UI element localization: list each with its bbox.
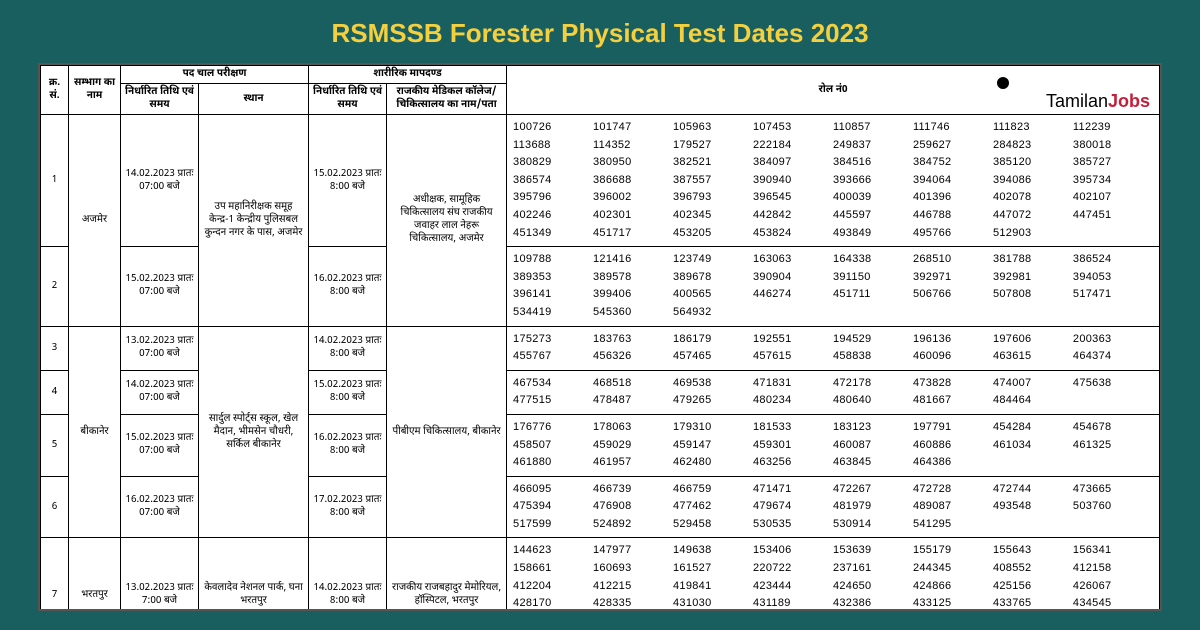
th-date1: निर्धारित तिथि एवं समय	[121, 84, 199, 115]
cell-roll: 1097881214161237491630631643382685103817…	[507, 247, 1160, 326]
cell-date2: 15.02.2023 प्रातः 8:00 बजे	[309, 115, 387, 247]
cell-place2: राजकीय राजबहादुर मेमोरियल, हॉस्पिटल, भरत…	[387, 538, 507, 611]
cell-zone: अजमेर	[69, 115, 121, 327]
th-zone: सम्भाग का नाम	[69, 66, 121, 115]
table-body: 1अजमेर14.02.2023 प्रातः 07:00 बजेउप महान…	[41, 115, 1160, 612]
th-physical: शारीरिक मापदण्ड	[309, 66, 507, 84]
cell-zone: बीकानेर	[69, 326, 121, 538]
cell-place2: अधीक्षक, सामूहिक चिकित्सालय संघ राजकीय ज…	[387, 115, 507, 327]
page-title: RSMSSB Forester Physical Test Dates 2023	[0, 0, 1200, 63]
cell-no: 2	[41, 247, 69, 326]
th-no: क्र. सं.	[41, 66, 69, 115]
cell-roll: 1752731837631861791925511945291961361976…	[507, 326, 1160, 370]
cell-date1: 14.02.2023 प्रातः 07:00 बजे	[121, 115, 199, 247]
cell-no: 4	[41, 370, 69, 414]
cell-date1: 13.02.2023 प्रातः 7:00 बजे	[121, 538, 199, 611]
cell-date2: 14.02.2023 प्रातः 8:00 बजे	[309, 538, 387, 611]
cell-no: 1	[41, 115, 69, 247]
cell-place1: केवलादेव नेशनल पार्क, घना भरतपुर	[199, 538, 309, 611]
th-place1: स्थान	[199, 84, 309, 115]
cell-date1: 15.02.2023 प्रातः 07:00 बजे	[121, 247, 199, 326]
table-row: 7भरतपुर13.02.2023 प्रातः 7:00 बजेकेवलादे…	[41, 538, 1160, 611]
cell-no: 6	[41, 476, 69, 538]
cell-place2: पीबीएम चिकित्सालय, बीकानेर	[387, 326, 507, 538]
cell-date2: 14.02.2023 प्रातः 8:00 बजे	[309, 326, 387, 370]
cell-roll: 1446231479771496381534061536391551791556…	[507, 538, 1160, 611]
cell-no: 7	[41, 538, 69, 611]
cell-date1: 16.02.2023 प्रातः 07:00 बजे	[121, 476, 199, 538]
cell-no: 5	[41, 414, 69, 476]
cell-zone: भरतपुर	[69, 538, 121, 611]
watermark: TamilanJobs	[1046, 91, 1150, 112]
cell-date1: 13.02.2023 प्रातः 07:00 बजे	[121, 326, 199, 370]
cell-date2: 17.02.2023 प्रातः 8:00 बजे	[309, 476, 387, 538]
cell-roll: 4660954667394667594714714722674727284727…	[507, 476, 1160, 538]
cell-roll: 4675344685184695384718314721784738284740…	[507, 370, 1160, 414]
table-row: 1अजमेर14.02.2023 प्रातः 07:00 बजेउप महान…	[41, 115, 1160, 247]
schedule-table: क्र. सं. सम्भाग का नाम पद चाल परीक्षण शा…	[40, 65, 1160, 611]
cell-roll: 1007261017471059631074531108571117461118…	[507, 115, 1160, 247]
th-place2: राजकीय मेडिकल कॉलेज/चिकित्सालय का नाम/पत…	[387, 84, 507, 115]
th-walk: पद चाल परीक्षण	[121, 66, 309, 84]
content-box: TamilanJobs क्र. सं. सम्भाग का नाम पद चा…	[38, 63, 1162, 611]
cell-roll: 1767761780631793101815331831231977914542…	[507, 414, 1160, 476]
th-date2: निर्धारित तिथि एवं समय	[309, 84, 387, 115]
watermark-t1: Tamilan	[1046, 91, 1108, 111]
cell-no: 3	[41, 326, 69, 370]
table-row: 3बीकानेर13.02.2023 प्रातः 07:00 बजेसार्द…	[41, 326, 1160, 370]
watermark-t2: Jobs	[1108, 91, 1150, 111]
cell-place1: सार्दुल स्पोर्ट्स स्कूल, खेल मैदान, भीमस…	[199, 326, 309, 538]
cell-date2: 16.02.2023 प्रातः 8:00 बजे	[309, 414, 387, 476]
ink-icon	[993, 73, 1015, 95]
cell-date1: 14.02.2023 प्रातः 07:00 बजे	[121, 370, 199, 414]
cell-place1: उप महानिरीक्षक समूह केन्द्र-1 केन्द्रीय …	[199, 115, 309, 327]
cell-date2: 16.02.2023 प्रातः 8:00 बजे	[309, 247, 387, 326]
cell-date2: 15.02.2023 प्रातः 8:00 बजे	[309, 370, 387, 414]
cell-date1: 15.02.2023 प्रातः 07:00 बजे	[121, 414, 199, 476]
